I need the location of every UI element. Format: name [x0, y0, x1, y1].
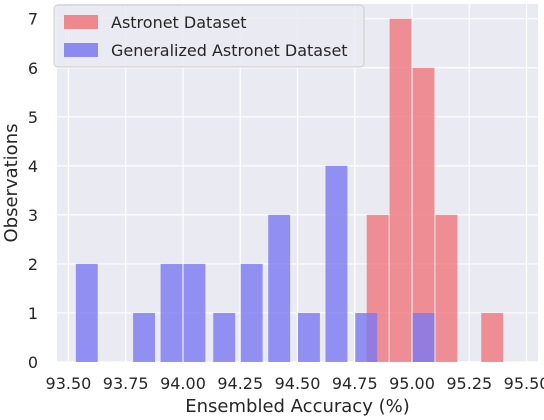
bar-generalized — [298, 312, 320, 362]
legend-swatch-generalized — [64, 43, 98, 57]
bar-generalized — [412, 312, 435, 362]
x-axis-label: Ensembled Accuracy (%) — [185, 396, 409, 416]
bars — [75, 18, 504, 363]
y-tick-labels: 0 1 2 3 4 5 6 7 — [28, 10, 38, 372]
legend: Astronet Dataset Generalized Astronet Da… — [53, 4, 365, 68]
bar-generalized — [325, 165, 348, 362]
y-tick-label: 7 — [28, 10, 38, 29]
x-tick-label: 95.50 — [504, 374, 544, 393]
y-tick-label: 6 — [28, 59, 38, 78]
bar-generalized — [133, 312, 155, 362]
bar-generalized — [213, 312, 236, 362]
y-tick-label: 3 — [28, 206, 38, 225]
bar-generalized — [160, 263, 183, 362]
x-tick-label: 94.50 — [275, 374, 321, 393]
legend-label-generalized: Generalized Astronet Dataset — [111, 41, 348, 60]
bar-generalized — [240, 263, 263, 362]
x-tick-label: 94.25 — [217, 374, 263, 393]
x-tick-label: 94.75 — [332, 374, 378, 393]
legend-swatch-astronet — [64, 15, 98, 29]
legend-label-astronet: Astronet Dataset — [111, 13, 247, 32]
x-tick-label: 95.00 — [389, 374, 435, 393]
x-tick-label: 95.25 — [446, 374, 492, 393]
y-tick-label: 0 — [28, 353, 38, 372]
x-tick-label: 94.00 — [160, 374, 206, 393]
bar-astronet — [389, 18, 412, 362]
y-tick-label: 2 — [28, 255, 38, 274]
bar-astronet — [412, 67, 435, 363]
y-tick-label: 1 — [28, 304, 38, 323]
bar-generalized — [355, 312, 378, 362]
x-tick-label: 93.75 — [103, 374, 149, 393]
bar-generalized — [183, 263, 206, 362]
legend-box — [53, 4, 365, 68]
bar-generalized — [75, 263, 98, 362]
y-tick-label: 5 — [28, 108, 38, 127]
x-tick-labels: 93.50 93.75 94.00 94.25 94.50 94.75 95.00 95.25… — [46, 374, 544, 393]
y-axis-label: Observations — [1, 124, 22, 243]
bar-generalized — [268, 214, 291, 362]
bar-astronet — [481, 312, 504, 362]
bar-astronet — [435, 214, 458, 362]
y-tick-label: 4 — [28, 157, 38, 176]
x-tick-label: 93.50 — [46, 374, 92, 393]
